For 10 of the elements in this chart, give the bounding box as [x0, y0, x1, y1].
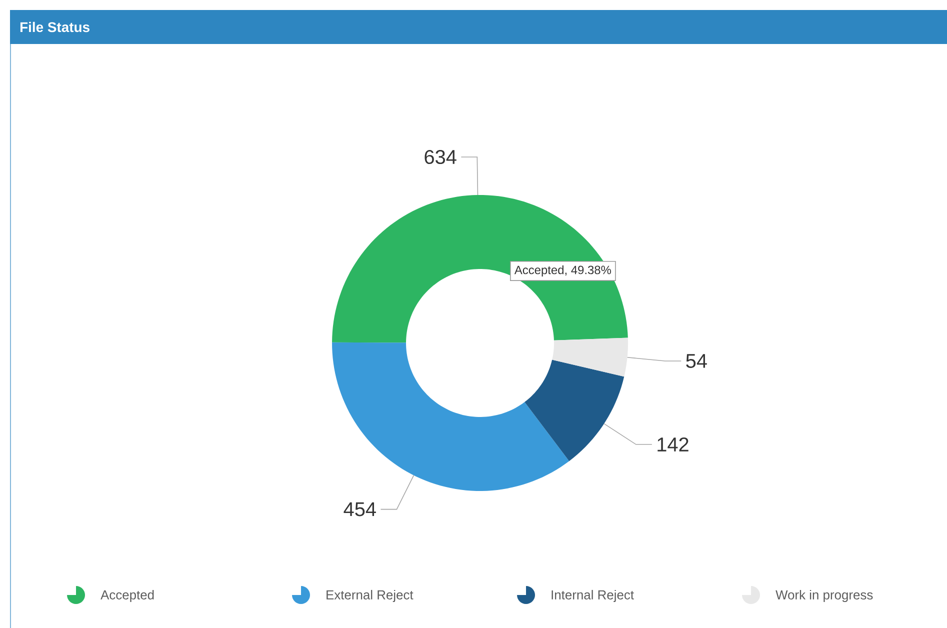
data-label: 634: [424, 150, 456, 164]
data-label: 454: [344, 502, 376, 516]
legend-label: Internal Reject: [552, 590, 634, 602]
chart-title: File Status: [20, 22, 90, 32]
legend-label: External Reject: [326, 590, 414, 602]
text: Accepted, 49.38%: [514, 265, 612, 276]
legend-label: Work in progress: [776, 590, 873, 602]
legend-label: Accepted: [100, 590, 154, 602]
data-label: 54: [686, 354, 707, 368]
data-label: 142: [658, 437, 688, 452]
